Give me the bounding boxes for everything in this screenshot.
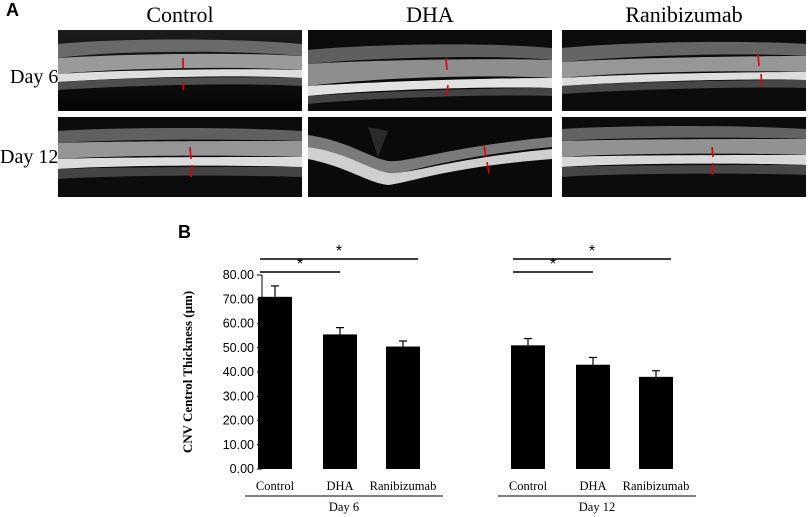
significance-star: * [589, 243, 595, 260]
row-title-day6: Day 6 [10, 66, 59, 88]
x-category-label: Control [509, 479, 548, 493]
group-label: Day 6 [329, 500, 359, 514]
y-tick-label: 70.00 [223, 292, 254, 306]
bar [639, 376, 673, 469]
x-category-label: Ranibizumab [370, 479, 437, 493]
y-tick-label: 80.00 [223, 268, 254, 282]
column-title-control: Control [146, 2, 214, 27]
oct-image-dha-day12 [308, 117, 552, 197]
x-category-label: DHA [579, 479, 606, 493]
significance-star: * [550, 256, 556, 273]
y-tick-label: 10.00 [223, 438, 254, 452]
oct-image-control-day12 [58, 117, 302, 197]
x-category-label: DHA [326, 479, 353, 493]
oct-image-control-day6 [58, 30, 302, 111]
group-label: Day 12 [579, 500, 615, 514]
panel-a-label: A [6, 0, 19, 20]
x-category-label: Control [256, 479, 295, 493]
bar [576, 364, 610, 469]
oct-image-dha-day6 [308, 30, 552, 111]
y-tick-label: 40.00 [223, 365, 254, 379]
y-tick-label: 30.00 [223, 389, 254, 403]
significance-star: * [297, 256, 303, 273]
oct-image-ranibizumab-day6 [562, 30, 806, 111]
significance-star: * [336, 243, 342, 260]
column-title-ranibizumab: Ranibizumab [625, 2, 743, 27]
y-tick-label: 20.00 [223, 414, 254, 428]
y-tick-label: 60.00 [223, 317, 254, 331]
y-tick-label: 0.00 [230, 462, 254, 476]
panel-b-label: B [178, 222, 191, 242]
y-tick-label: 50.00 [223, 341, 254, 355]
bar [511, 345, 545, 469]
row-title-day12: Day 12 [0, 146, 59, 168]
bar [258, 296, 292, 469]
y-axis-label: CNV Centrol Thickness (μm) [180, 291, 195, 453]
x-category-label: Ranibizumab [623, 479, 690, 493]
bar [323, 334, 357, 469]
column-title-dha: DHA [406, 2, 454, 27]
oct-image-ranibizumab-day12 [562, 117, 806, 197]
bar [386, 346, 420, 469]
